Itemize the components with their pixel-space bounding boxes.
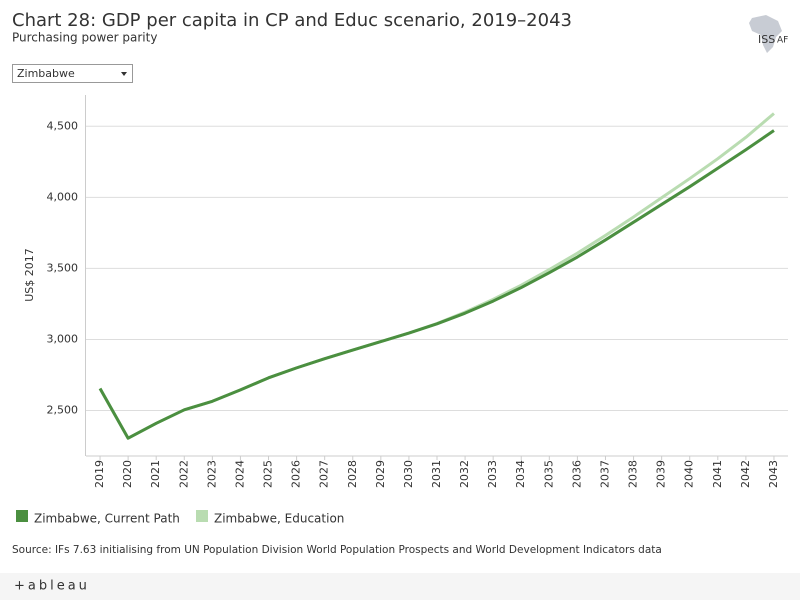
logo-suffix: AF: [777, 36, 788, 46]
x-tick-label: 2025: [262, 460, 275, 488]
footer-bar: [0, 573, 800, 600]
x-tick-label: 2020: [121, 460, 134, 488]
x-tick-label: 2041: [711, 460, 724, 488]
y-tick-label: 3,500: [47, 261, 79, 274]
x-tick-label: 2026: [290, 460, 303, 488]
chart-subtitle: Purchasing power parity: [12, 31, 157, 45]
x-tick-label: 2029: [374, 460, 387, 488]
source-note: Source: IFs 7.63 initialising from UN Po…: [12, 544, 662, 556]
x-tick-label: 2024: [233, 460, 246, 488]
y-tick-label: 3,000: [47, 332, 79, 345]
dropdown-value[interactable]: Zimbabwe: [17, 67, 75, 80]
series-line: [98, 129, 775, 440]
y-tick-label: 4,500: [47, 119, 79, 132]
y-tick-label: 4,000: [47, 190, 79, 203]
x-tick-label: 2032: [458, 460, 471, 488]
chart-title: Chart 28: GDP per capita in CP and Educ …: [12, 10, 572, 31]
x-tick-label: 2038: [627, 460, 640, 488]
africa-icon: [749, 15, 782, 53]
x-tick-label: 2023: [205, 460, 218, 488]
x-tick-label: 2036: [570, 460, 583, 488]
x-tick-label: 2035: [542, 460, 555, 488]
dropdown-arrow[interactable]: [121, 72, 127, 76]
x-tick-label: 2040: [683, 460, 696, 488]
logo: ISS AF: [749, 15, 788, 53]
x-tick-label: 2022: [177, 460, 190, 488]
x-tick-label: 2028: [346, 460, 359, 488]
footer-brand: +ableau: [14, 579, 90, 594]
legend-swatch: [196, 510, 208, 522]
x-tick-label: 2037: [598, 460, 611, 488]
x-tick-label: 2042: [739, 460, 752, 488]
x-tick-label: 2021: [149, 460, 162, 488]
logo-text: ISS: [758, 33, 775, 46]
y-axis-label: US$ 2017: [23, 248, 36, 302]
x-tick-label: 2039: [655, 460, 668, 488]
x-tick-label: 2033: [486, 460, 499, 488]
legend-label: Zimbabwe, Education: [214, 512, 344, 526]
x-tick-label: 2030: [402, 460, 415, 488]
x-tick-label: 2043: [767, 460, 780, 488]
series-line: [98, 112, 775, 440]
legend-label: Zimbabwe, Current Path: [34, 512, 180, 526]
x-tick-label: 2031: [430, 460, 443, 488]
y-tick-label: 2,500: [47, 404, 79, 417]
dropdown[interactable]: Zimbabwe: [12, 64, 133, 83]
x-tick-label: 2034: [514, 460, 527, 488]
legend-swatch: [16, 510, 28, 522]
dropdown-box[interactable]: [12, 64, 133, 83]
x-tick-label: 2019: [93, 460, 106, 488]
x-tick-label: 2027: [318, 460, 331, 488]
